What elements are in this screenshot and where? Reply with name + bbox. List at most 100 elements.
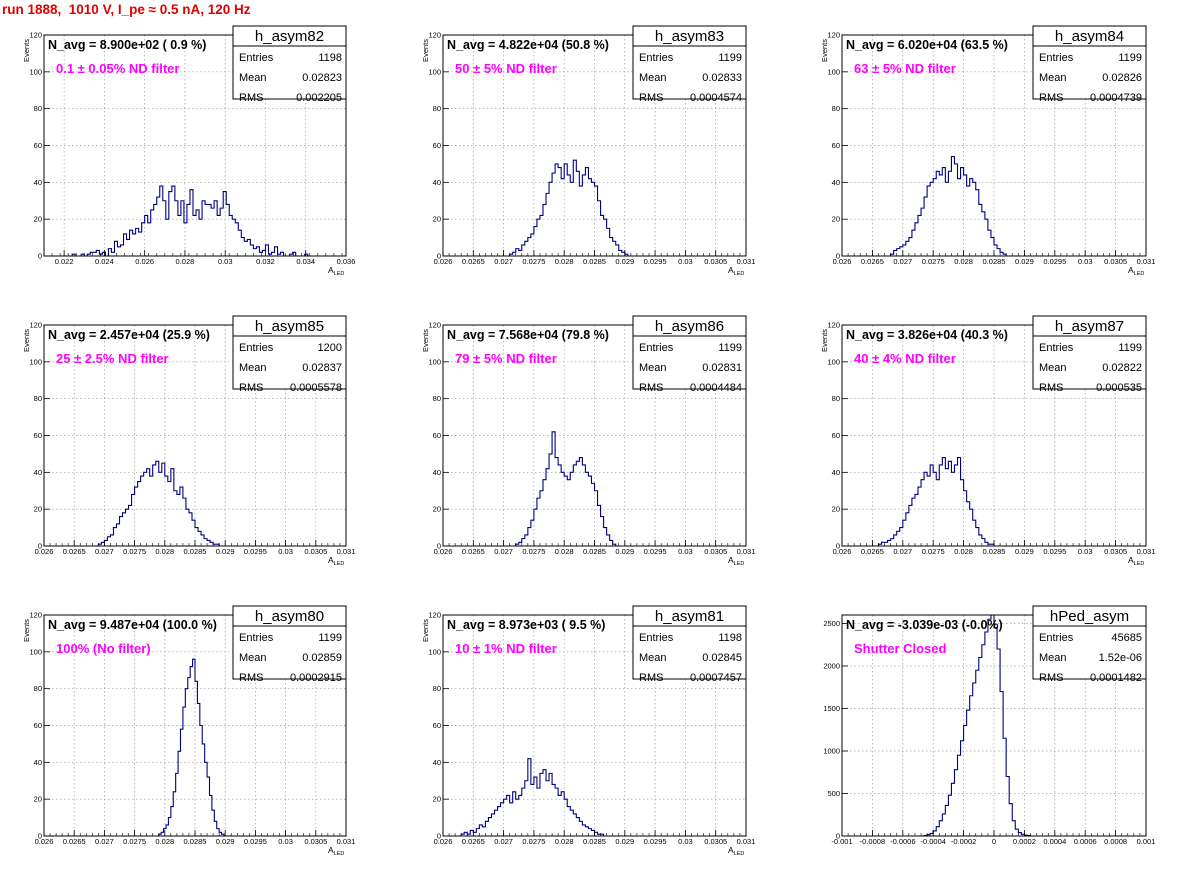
y-tick-label: 20 — [433, 505, 441, 514]
x-axis-label: ALED — [728, 555, 744, 567]
x-tick-label: 0.0285 — [184, 547, 207, 556]
stats-value: 1198 — [318, 52, 342, 64]
x-tick-label: 0.03 — [678, 837, 693, 846]
stats-label: Mean — [1039, 72, 1067, 84]
stats-title: h_asym87 — [1055, 318, 1124, 335]
y-tick-label: 100 — [29, 357, 42, 366]
y-tick-label: 20 — [433, 215, 441, 224]
x-tick-label: 0.026 — [434, 257, 453, 266]
x-tick-label: 0.028 — [555, 547, 574, 556]
stats-value: 1199 — [318, 632, 342, 644]
y-tick-label: 40 — [433, 178, 441, 187]
panel-title: N_avg = 7.568e+04 (79.8 %) — [447, 328, 609, 342]
x-axis: 0.026 0.0265 0.027 0.0275 0.028 0.0285 0.029 0.… — [833, 540, 1156, 556]
histogram-hPed_asym — [923, 614, 1032, 837]
x-tick-label: 0.028 — [155, 547, 174, 556]
y-axis-label: Events — [820, 39, 829, 62]
x-tick-label: 0.001 — [1137, 837, 1156, 846]
x-tick-label: 0.029 — [615, 547, 634, 556]
panel-h_asym81: 0.026 0.0265 0.027 0.0275 0.028 0.0285 0.029 0.… — [421, 605, 756, 857]
stats-title: h_asym82 — [255, 28, 324, 45]
x-tick-label: 0.0002 — [1013, 837, 1036, 846]
y-tick-label: 40 — [34, 178, 42, 187]
histogram-h_asym86 — [515, 431, 617, 546]
histogram-h_asym85 — [97, 460, 220, 546]
y-tick-label: 20 — [832, 215, 840, 224]
x-tick-label: 0.027 — [893, 257, 912, 266]
y-tick-label: 60 — [34, 141, 42, 150]
y-tick-label: 1500 — [823, 704, 840, 713]
x-tick-label: 0.0006 — [1074, 837, 1097, 846]
panel-title: N_avg = 3.826e+04 (40.3 %) — [846, 328, 1008, 342]
y-tick-label: 100 — [428, 357, 441, 366]
x-tick-label: 0.031 — [1137, 547, 1156, 556]
y-axis-label: Events — [22, 619, 31, 642]
stats-value: 0.0002915 — [290, 672, 342, 684]
x-tick-label: 0.0295 — [644, 257, 667, 266]
y-axis-label: Events — [421, 39, 430, 62]
y-tick-label: 0 — [437, 542, 441, 551]
x-tick-label: 0.03 — [678, 257, 693, 266]
y-axis: 0 20 40 60 80 100 120 — [29, 611, 50, 841]
y-tick-label: 100 — [827, 357, 840, 366]
x-tick-label: -0.0006 — [890, 837, 915, 846]
y-tick-label: 40 — [433, 468, 441, 477]
y-axis-label: Events — [22, 39, 31, 62]
x-tick-label: 0.031 — [337, 837, 356, 846]
stats-value: 45685 — [1111, 632, 1142, 644]
y-tick-label: 120 — [29, 611, 42, 620]
x-tick-label: 0.029 — [1015, 547, 1034, 556]
x-tick-label: 0.029 — [615, 837, 634, 846]
y-tick-label: 40 — [34, 758, 42, 767]
stats-value: 0.02845 — [702, 652, 742, 664]
y-tick-label: 1000 — [823, 747, 840, 756]
x-tick-label: 0.029 — [216, 837, 235, 846]
y-tick-label: 80 — [832, 104, 840, 113]
panel-annotation: 50 ± 5% ND filter — [455, 61, 557, 76]
stats-title: h_asym84 — [1055, 28, 1124, 45]
y-tick-label: 80 — [34, 394, 42, 403]
y-tick-label: 0 — [437, 832, 441, 841]
stats-label: Entries — [239, 342, 274, 354]
x-tick-label: 0.028 — [176, 257, 195, 266]
x-tick-label: 0.031 — [737, 837, 756, 846]
x-tick-label: 0.028 — [555, 837, 574, 846]
x-tick-label: 0.0305 — [304, 547, 327, 556]
histogram-h_asym83 — [509, 159, 629, 256]
x-tick-label: 0.026 — [434, 547, 453, 556]
stats-value: 0.02826 — [1102, 72, 1142, 84]
stats-value: 0.02831 — [702, 362, 742, 374]
stats-label: Entries — [1039, 632, 1074, 644]
stats-label: Entries — [639, 632, 674, 644]
stats-value: 0.02823 — [302, 72, 342, 84]
y-tick-label: 80 — [34, 684, 42, 693]
x-tick-label: 0.03 — [278, 837, 293, 846]
y-tick-label: 60 — [433, 721, 441, 730]
stats-label: RMS — [239, 382, 263, 394]
y-tick-label: 120 — [428, 611, 441, 620]
x-tick-label: 0.0285 — [583, 837, 606, 846]
stats-title: hPed_asym — [1050, 608, 1129, 625]
x-axis: 0.026 0.0265 0.027 0.0275 0.028 0.0285 0.029 0.… — [833, 250, 1155, 266]
y-tick-label: 60 — [34, 431, 42, 440]
y-axis-label: Events — [421, 329, 430, 352]
x-tick-label: 0.027 — [95, 837, 114, 846]
y-tick-label: 0 — [38, 832, 42, 841]
y-tick-label: 100 — [29, 647, 42, 656]
stats-value: 0.002205 — [296, 92, 342, 104]
y-tick-label: 100 — [827, 67, 840, 76]
stats-title: h_asym83 — [655, 28, 724, 45]
x-tick-label: 0.0285 — [983, 257, 1006, 266]
panel-title: N_avg = 2.457e+04 (25.9 %) — [48, 328, 210, 342]
y-axis: 0 20 40 60 80 100 120 — [827, 31, 848, 261]
x-tick-label: 0.027 — [494, 837, 513, 846]
x-tick-label: 0.026 — [35, 547, 54, 556]
x-tick-label: 0.028 — [954, 547, 973, 556]
x-axis-label: ALED — [728, 265, 744, 277]
y-axis: 0 20 40 60 80 100 120 — [428, 31, 449, 261]
x-tick-label: 0.0275 — [522, 257, 545, 266]
y-tick-label: 20 — [34, 795, 42, 804]
stats-value: 0.0005578 — [290, 382, 342, 394]
panel-annotation: 10 ± 1% ND filter — [455, 641, 557, 656]
stats-label: Mean — [1039, 362, 1067, 374]
